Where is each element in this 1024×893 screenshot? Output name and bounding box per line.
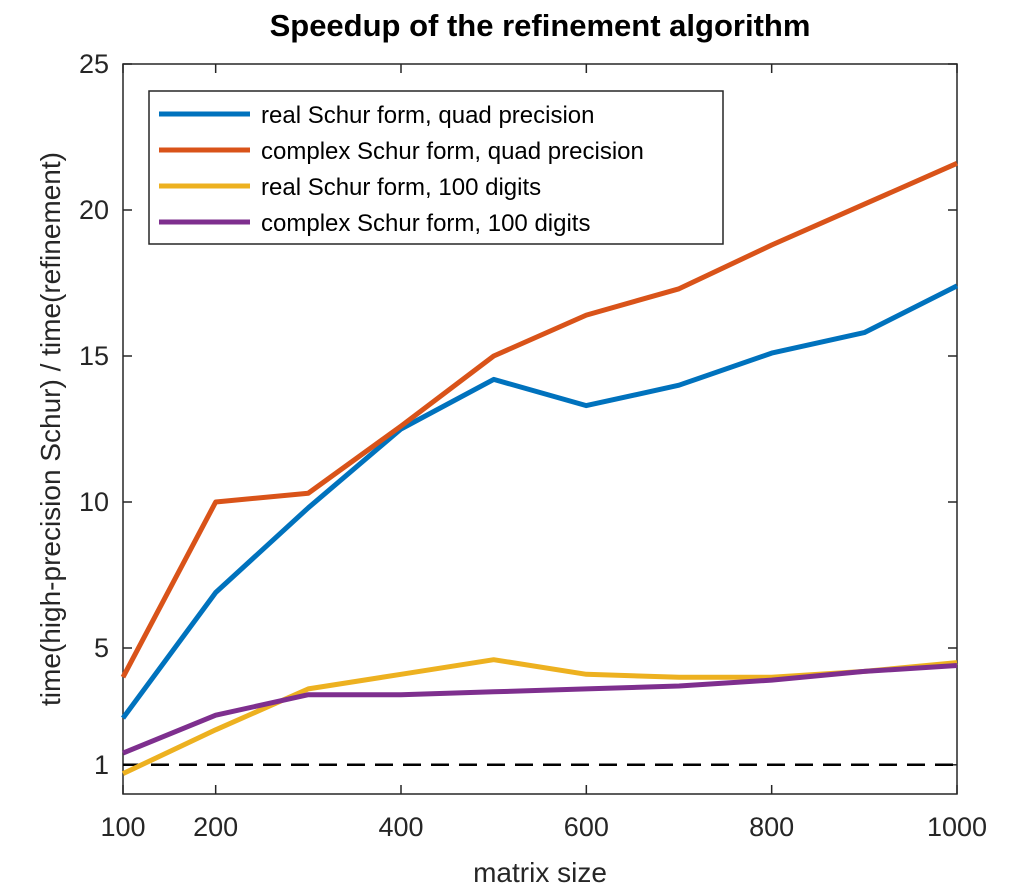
y-tick-label: 10: [79, 487, 109, 517]
plot-frame: [122, 63, 958, 795]
x-axis-label: matrix size: [473, 857, 607, 888]
series-line-2: [120, 161, 959, 679]
legend-entry-4: complex Schur form, 100 digits: [261, 210, 590, 237]
series-line-4: [122, 663, 958, 756]
y-tick-label: 1: [94, 750, 109, 780]
x-tick-label: 1000: [927, 812, 987, 842]
x-tick-label: 200: [193, 812, 238, 842]
y-tick-label: 20: [79, 195, 109, 225]
y-axis-label: time(high-precision Schur) / time(refine…: [35, 152, 66, 706]
y-tick-label: 15: [79, 341, 109, 371]
chart-title: Speedup of the refinement algorithm: [270, 8, 811, 43]
y-tick-label: 25: [79, 49, 109, 79]
legend-entry-2: complex Schur form, quad precision: [261, 138, 644, 165]
y-tick-label: 5: [94, 633, 109, 663]
x-tick-label: 400: [378, 812, 423, 842]
legend-entry-3: real Schur form, 100 digits: [261, 174, 541, 201]
x-tick-label: 800: [749, 812, 794, 842]
x-tick-label: 600: [564, 812, 609, 842]
series-line-1: [120, 283, 959, 720]
x-tick-label: 100: [100, 812, 145, 842]
legend-entry-1: real Schur form, quad precision: [261, 102, 595, 129]
